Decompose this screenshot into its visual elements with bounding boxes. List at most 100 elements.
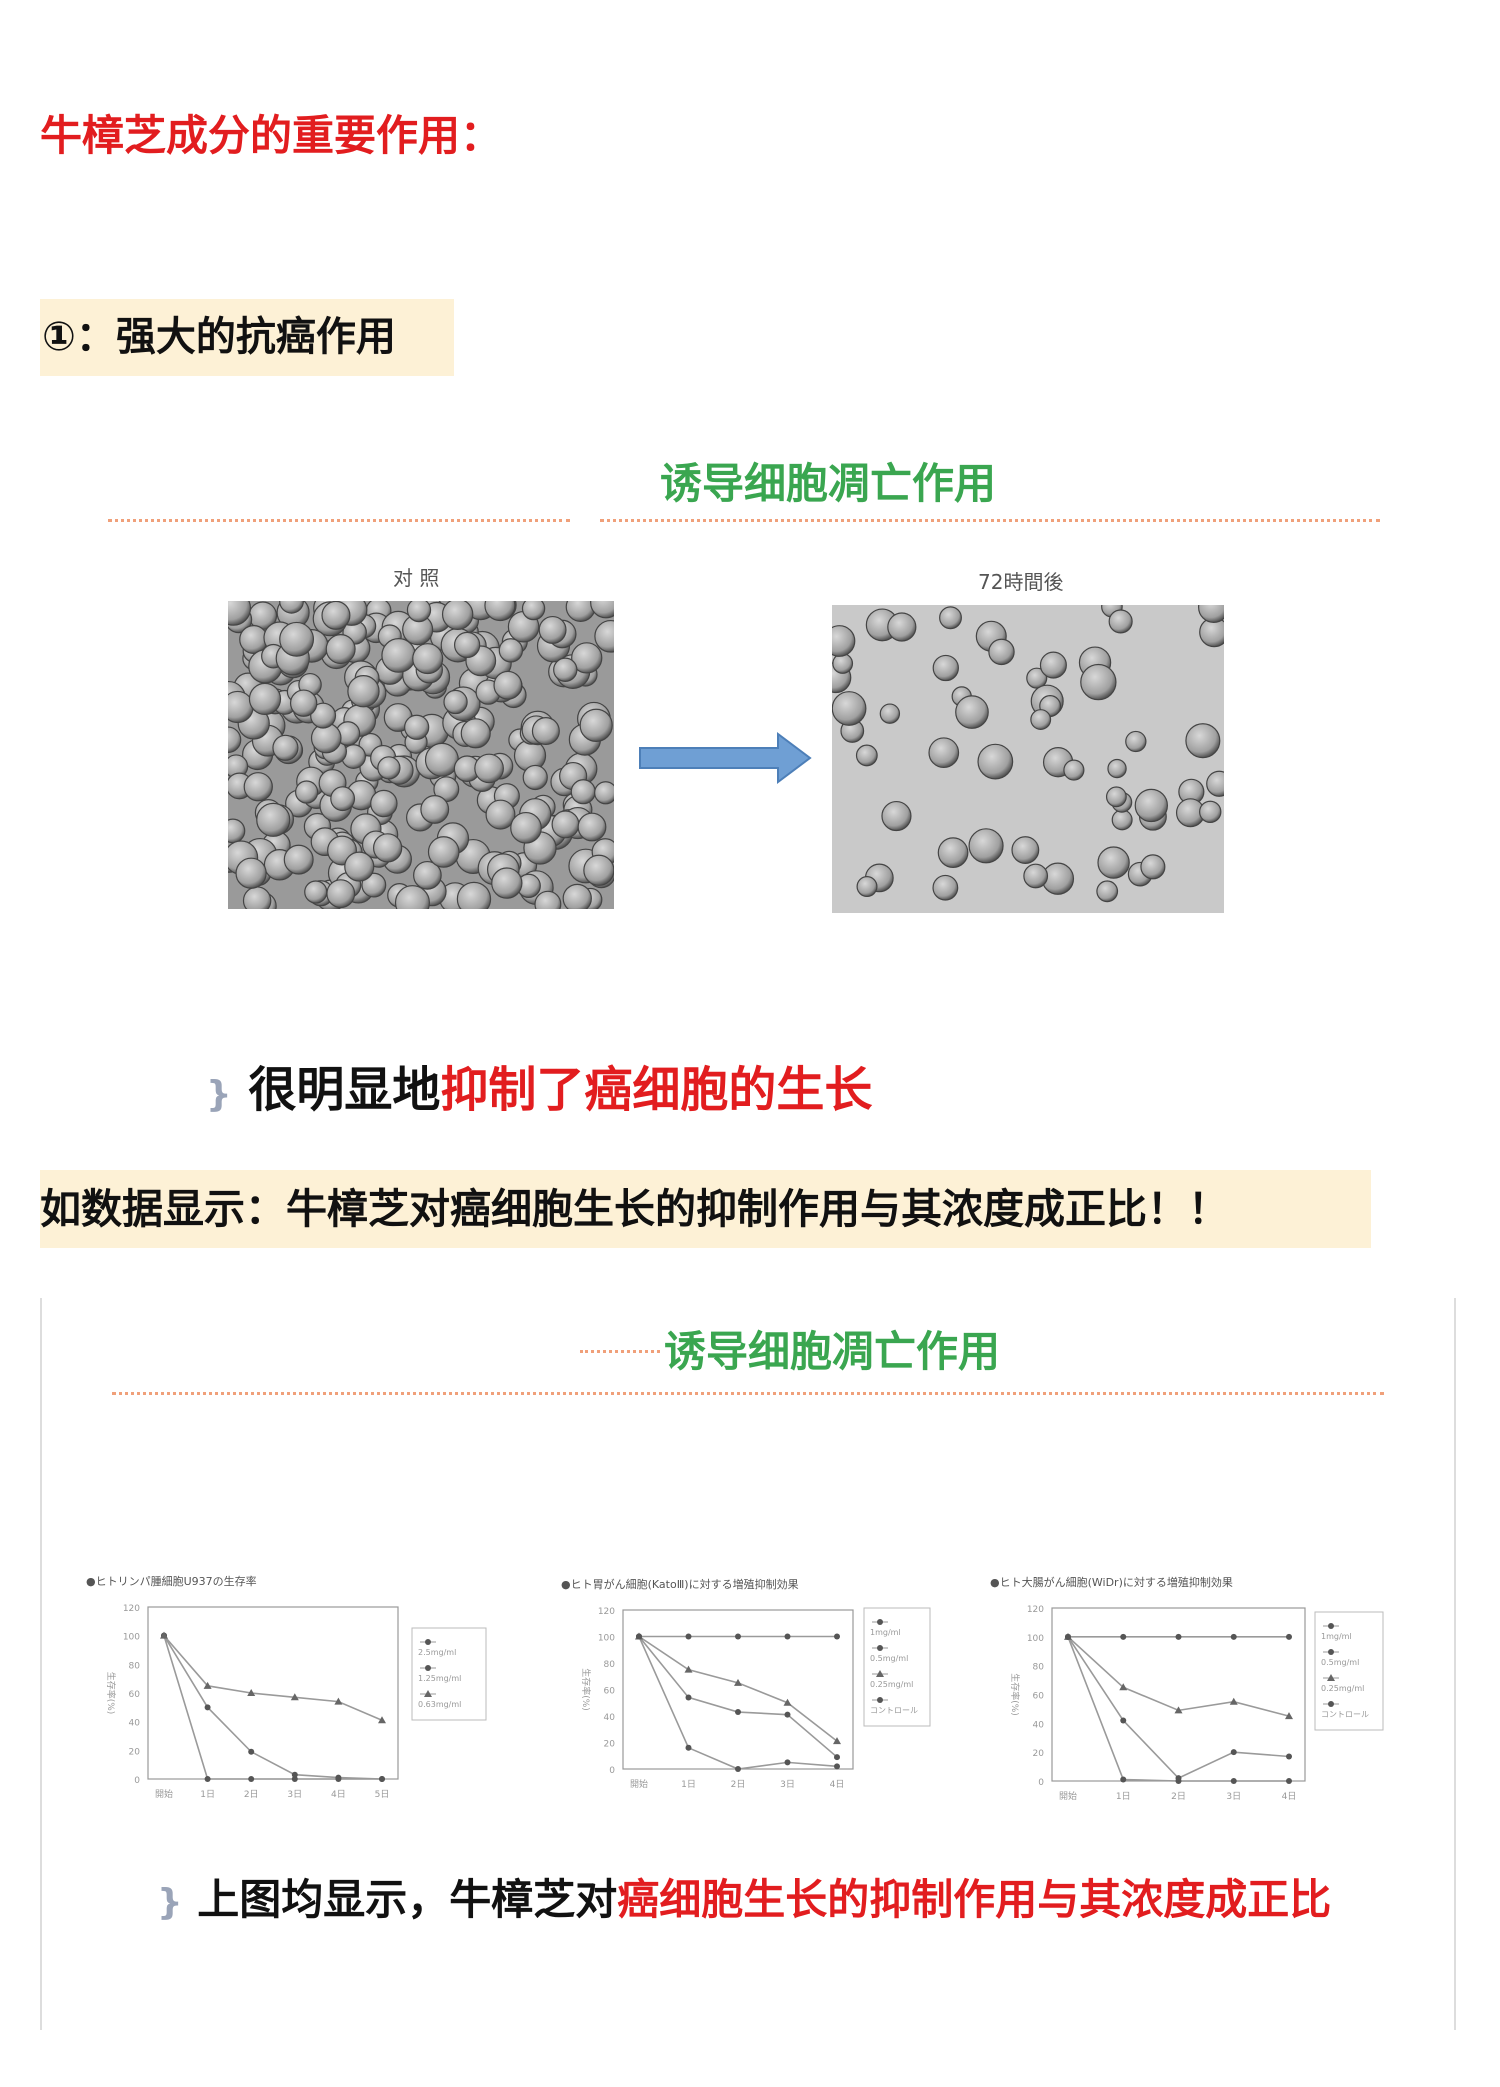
cell — [443, 689, 468, 715]
cell — [370, 789, 398, 818]
cell — [562, 883, 592, 909]
data-point — [1286, 1778, 1292, 1784]
cell — [855, 744, 878, 767]
legend-label: 0.5mg/ml — [870, 1654, 908, 1663]
x-tick-label: 3日 — [1226, 1791, 1241, 1802]
data-point — [1285, 1712, 1293, 1720]
y-tick-label: 120 — [1027, 1605, 1044, 1615]
cell — [304, 880, 328, 904]
y-tick-label: 20 — [129, 1747, 141, 1757]
chart-u937: ●ヒトリンパ腫細胞U937の生存率 0 20 40 60 80 100 120 生存率(%) 開始… — [86, 1574, 487, 1800]
x-tick-label: 3日 — [287, 1789, 302, 1800]
legend — [863, 1607, 931, 1727]
cell — [510, 811, 542, 844]
bullet-icon: } — [206, 1074, 232, 1115]
cell — [412, 643, 444, 675]
cell — [1097, 846, 1130, 879]
figure2-panel — [40, 1298, 1456, 2030]
data-point — [379, 1776, 385, 1782]
x-tick-label: 4日 — [1282, 1791, 1297, 1802]
y-tick-label: 0 — [1038, 1778, 1044, 1788]
legend-marker — [424, 1690, 432, 1697]
x-tick-label: 4日 — [830, 1779, 845, 1790]
cell — [404, 714, 430, 740]
cell — [493, 670, 523, 700]
data-point — [1119, 1683, 1128, 1691]
cell — [579, 708, 613, 742]
legend-label: 0.25mg/ml — [870, 1680, 913, 1689]
data-point — [247, 1689, 256, 1696]
control-cells-image — [228, 601, 614, 909]
cell — [1011, 836, 1040, 864]
cell — [1134, 788, 1168, 823]
data-point — [834, 1754, 840, 1761]
cell — [928, 737, 960, 769]
data-point — [204, 1704, 211, 1711]
cell — [1185, 723, 1221, 759]
cell — [932, 654, 959, 682]
data-point — [290, 1693, 299, 1701]
y-tick-label: 0 — [609, 1766, 615, 1776]
y-tick-label: 120 — [123, 1604, 140, 1614]
legend-marker — [877, 1619, 883, 1625]
section1-heading: ①：强大的抗癌作用 — [40, 299, 454, 376]
cell — [279, 601, 304, 614]
y-tick-label: 80 — [604, 1660, 616, 1670]
statement-1-black: 很明显地 — [248, 1062, 441, 1118]
y-tick-label: 0 — [134, 1776, 140, 1786]
y-tick-label: 100 — [123, 1633, 140, 1643]
cell — [235, 857, 267, 889]
data-point — [1286, 1633, 1292, 1640]
cell — [856, 876, 878, 898]
data-point — [1230, 1749, 1237, 1756]
series-line — [163, 1635, 382, 1780]
statement-2-black: 上图均显示，牛樟芝对 — [197, 1875, 618, 1924]
legend-marker — [425, 1639, 431, 1645]
data-point — [335, 1774, 342, 1781]
data-point — [685, 1633, 692, 1640]
legend-marker — [877, 1645, 883, 1651]
cell — [325, 634, 356, 665]
legend-marker — [1328, 1701, 1334, 1707]
cell — [347, 675, 380, 708]
legend-marker — [1327, 1674, 1335, 1681]
data-point — [1175, 1633, 1182, 1640]
cell — [420, 794, 450, 824]
cell — [832, 625, 856, 657]
cell — [1105, 786, 1127, 808]
cell — [441, 601, 474, 631]
x-tick-label: 2日 — [244, 1789, 259, 1800]
legend-marker — [876, 1670, 884, 1677]
cell — [460, 718, 491, 749]
cell — [522, 764, 548, 791]
data-point — [1230, 1778, 1237, 1784]
chart-kato: ●ヒト胃がん細胞(KatoⅢ)に対する増殖抑制効果 0 20 40 60 80 100 120… — [561, 1577, 931, 1790]
cell — [1026, 667, 1048, 689]
data-point — [204, 1776, 211, 1782]
x-tick-label: 開始 — [630, 1778, 648, 1790]
series-line — [163, 1635, 383, 1780]
data-point — [1286, 1753, 1292, 1760]
y-tick-label: 20 — [1033, 1749, 1045, 1759]
legend-label: 0.63mg/ml — [418, 1700, 461, 1709]
data-point — [1065, 1633, 1071, 1640]
data-point — [784, 1711, 791, 1718]
cell — [279, 621, 315, 657]
chart-title: ●ヒト大腸がん細胞(WiDr)に対する増殖抑制効果 — [990, 1575, 1233, 1589]
x-tick-label: 開始 — [1059, 1790, 1077, 1802]
data-point — [684, 1665, 693, 1673]
y-tick-label: 120 — [598, 1607, 615, 1617]
cell — [377, 756, 401, 780]
x-tick-label: 1日 — [1116, 1791, 1131, 1802]
cell — [361, 872, 387, 898]
data-point — [1229, 1697, 1238, 1705]
cell — [534, 890, 562, 909]
divider — [580, 1350, 660, 1353]
plot-area — [147, 1606, 399, 1780]
bullet-icon: } — [157, 1882, 183, 1923]
data-point — [203, 1681, 212, 1689]
cell — [474, 753, 504, 784]
cell — [243, 772, 273, 802]
data-point — [784, 1633, 791, 1640]
data-point — [834, 1633, 840, 1640]
